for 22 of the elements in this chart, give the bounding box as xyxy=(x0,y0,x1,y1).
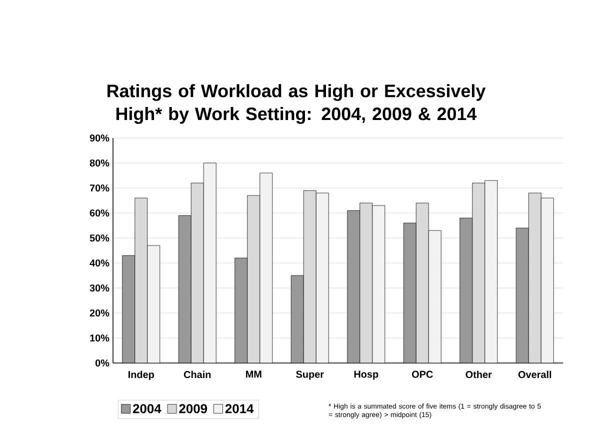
legend-label: 2009 xyxy=(179,404,208,414)
y-tick-label: 40% xyxy=(90,259,110,267)
y-tick-label: 20% xyxy=(90,309,110,317)
x-tick-label: Super xyxy=(296,370,324,380)
x-tick-label: Hosp xyxy=(354,370,378,380)
y-tick-label: 80% xyxy=(90,159,110,167)
y-tick-label: 60% xyxy=(90,209,110,217)
x-tick-label: Chain xyxy=(184,370,211,378)
y-tick-label: 10% xyxy=(90,334,110,342)
y-tick-label: 50% xyxy=(90,234,110,242)
chart-title: Ratings of Workload as High or Excessively High* by Work Setting: 2004, 2009 & 2014 xyxy=(108,84,486,124)
y-tick-label: 0% xyxy=(95,359,110,367)
y-tick-label: 70% xyxy=(90,184,110,192)
x-tick-label: MM xyxy=(246,370,262,378)
legend-label: 2004 xyxy=(132,404,162,414)
x-tick-label: Overall xyxy=(518,370,552,378)
x-tick-label: Indep xyxy=(128,370,154,380)
y-tick-label: 30% xyxy=(90,284,110,292)
x-tick-label: Other xyxy=(466,370,492,378)
x-tick-label: OPC xyxy=(412,370,433,378)
legend-label: 2014 xyxy=(225,404,254,414)
y-tick-label: 90% xyxy=(90,134,110,142)
